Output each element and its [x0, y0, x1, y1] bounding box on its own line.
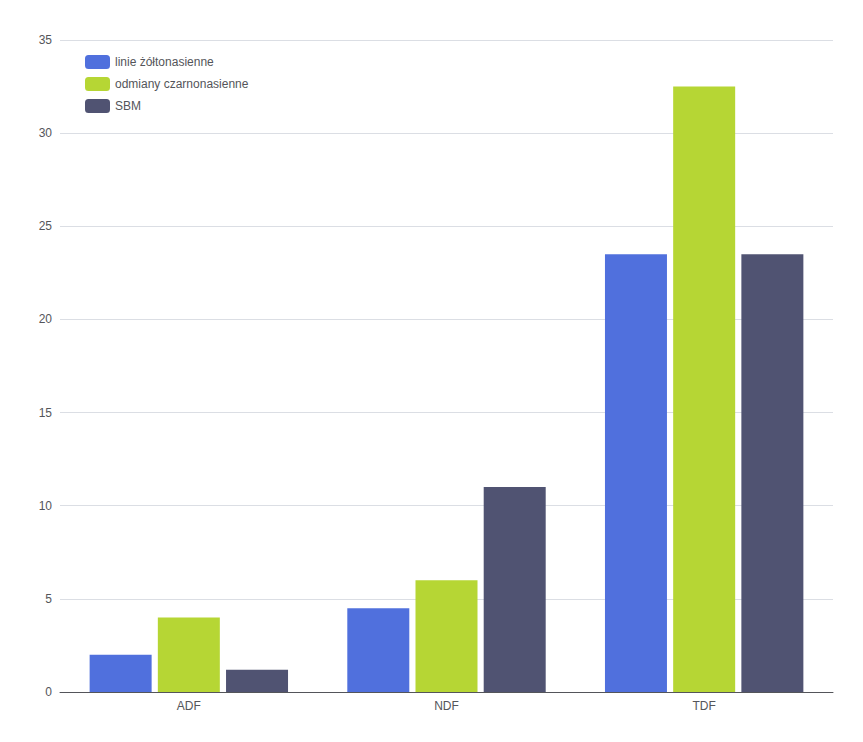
svg-text:linie żółtonasienne: linie żółtonasienne [115, 55, 214, 69]
svg-text:NDF: NDF [434, 699, 459, 713]
svg-text:10: 10 [39, 499, 53, 513]
svg-text:20: 20 [39, 312, 53, 326]
svg-text:15: 15 [39, 406, 53, 420]
svg-text:ADF: ADF [177, 699, 201, 713]
svg-text:25: 25 [39, 219, 53, 233]
svg-text:5: 5 [45, 592, 52, 606]
svg-text:0: 0 [45, 685, 52, 699]
svg-text:SBM: SBM [115, 99, 141, 113]
svg-text:odmiany czarnonasienne: odmiany czarnonasienne [115, 77, 249, 91]
svg-text:30: 30 [39, 126, 53, 140]
svg-text:TDF: TDF [693, 699, 716, 713]
svg-text:35: 35 [39, 33, 53, 47]
